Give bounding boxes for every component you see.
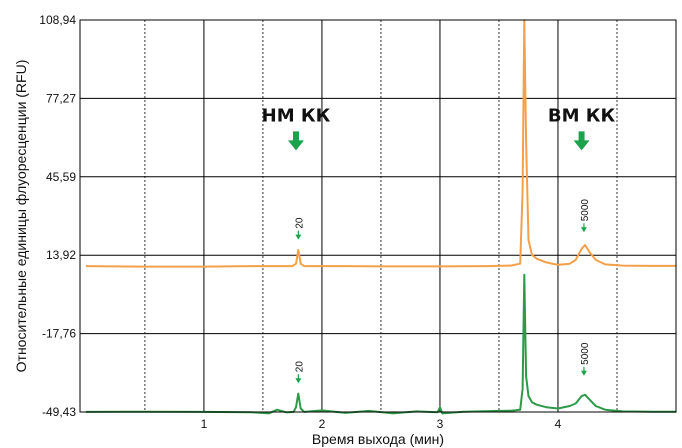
y-axis-label: Относительные единицы флуоресценции (RFU… [13, 60, 29, 373]
tick-labels: -49,43 -17,76 13,92 45,59 77,27 108,94 1 2 3 4 [39, 13, 561, 431]
peak-arrow-icon [580, 370, 587, 376]
x-tick-label: 3 [437, 417, 444, 431]
y-tick-label: -49,43 [42, 405, 76, 419]
peak-arrow-icon [295, 234, 302, 240]
peak-label: 20 [294, 217, 305, 229]
x-axis-label: Время выхода (мин) [312, 431, 444, 447]
annotations: НМ КК ВМ КК 20 5000 20 5000 [262, 105, 616, 384]
plot-frame [79, 19, 677, 413]
x-tick-label: 1 [201, 417, 208, 431]
peak-label: 5000 [580, 199, 591, 222]
down-arrow-icon [573, 131, 590, 151]
y-tick-label: -17,76 [42, 327, 76, 341]
y-tick-label: 45,59 [46, 170, 76, 184]
annotation-label: ВМ КК [548, 105, 616, 126]
x-tick-label: 4 [555, 417, 562, 431]
down-arrow-icon [287, 131, 304, 151]
peak-arrow-icon [580, 227, 587, 233]
x-tick-label: 2 [319, 417, 326, 431]
peak-label: 20 [294, 361, 305, 373]
peak-arrow-icon [295, 378, 302, 384]
peak-label: 5000 [580, 342, 591, 365]
y-tick-label: 77,27 [46, 91, 76, 105]
annotation-label: НМ КК [262, 105, 331, 126]
y-tick-label: 108,94 [39, 13, 76, 27]
y-tick-label: 13,92 [46, 248, 76, 262]
